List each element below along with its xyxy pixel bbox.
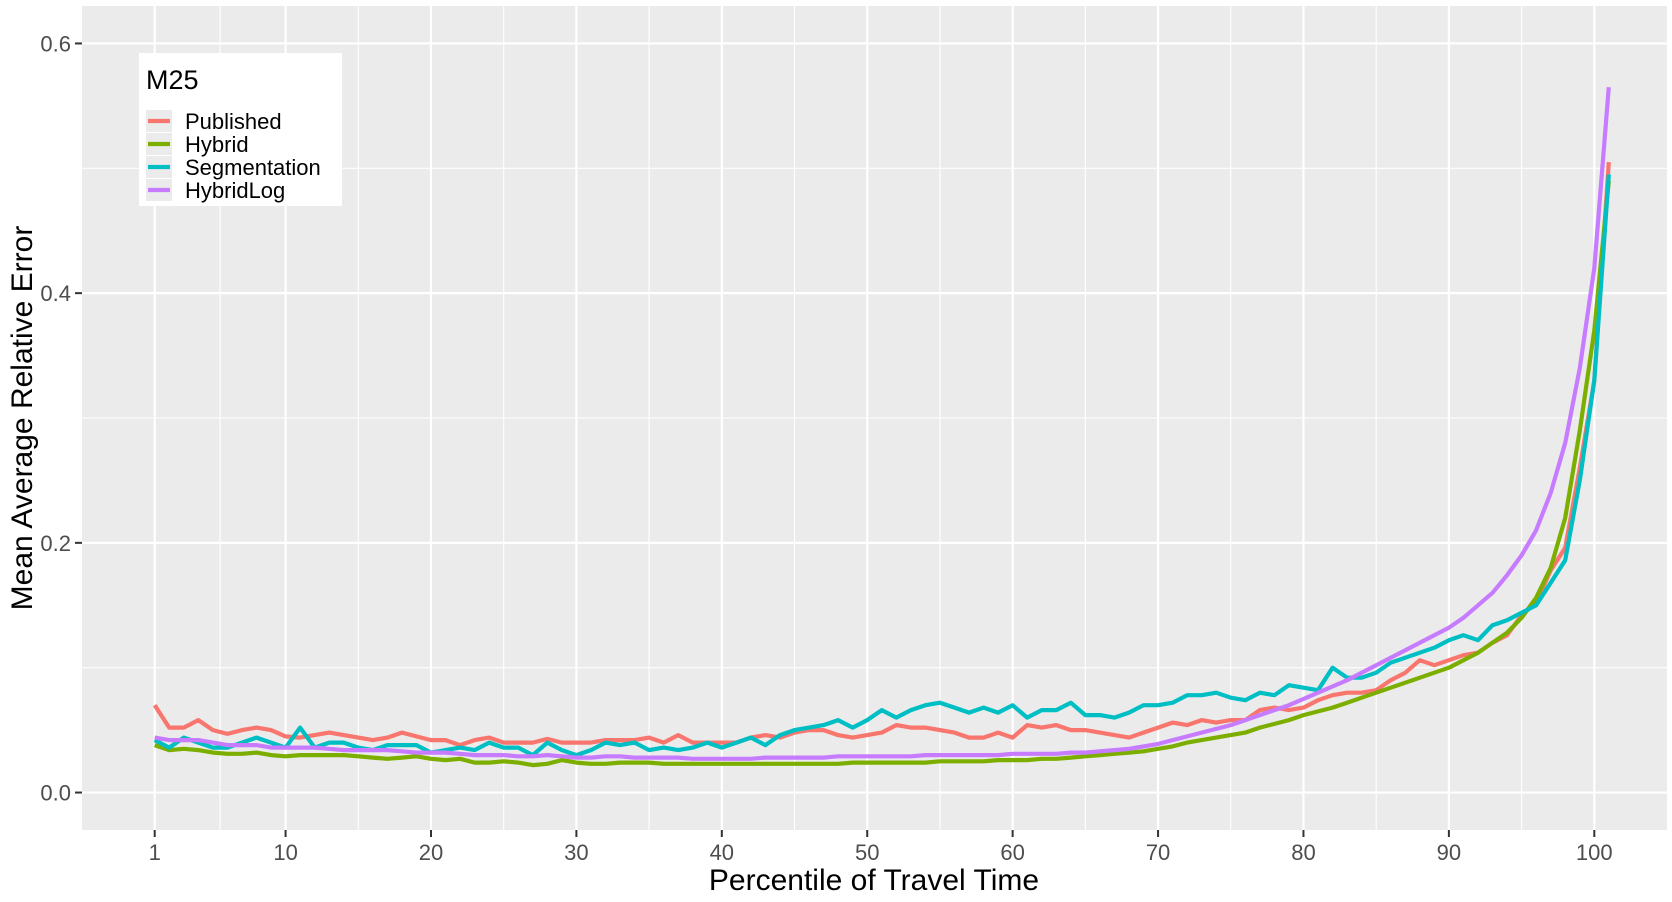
x-tick-label: 40	[710, 840, 734, 865]
axis-ticks	[75, 42, 1596, 837]
y-tick-label: 0.2	[40, 531, 71, 556]
x-tick-label: 60	[1000, 840, 1024, 865]
series-line-published	[152, 161, 1611, 748]
legend-item-published: Published	[146, 109, 282, 134]
series-line-hybrid	[154, 180, 1611, 768]
y-axis-title: Mean Average Relative Error	[6, 226, 39, 611]
legend-box	[139, 53, 342, 206]
legend-label: HybridLog	[185, 178, 285, 203]
x-axis-title: Percentile of Travel Time	[709, 864, 1039, 897]
x-tick-label: 50	[855, 840, 879, 865]
legend-item-hybrid: Hybrid	[146, 132, 249, 157]
x-tick-labels: 1 10 20 30 40 50 60 70 80 90 100	[149, 840, 1613, 865]
x-tick-label: 30	[564, 840, 588, 865]
legend-item-hybridlog: HybridLog	[146, 178, 285, 203]
y-tick-labels: 0.0 0.2 0.4 0.6	[40, 31, 71, 805]
legend-label: Published	[185, 109, 282, 134]
legend-item-segmentation: Segmentation	[146, 155, 321, 180]
legend-title: M25	[146, 65, 199, 95]
x-tick-label: 20	[419, 840, 443, 865]
x-tick-label: 80	[1291, 840, 1315, 865]
major-gridlines	[82, 6, 1667, 830]
series-lines	[152, 87, 1611, 768]
series-line-segmentation	[153, 174, 1611, 758]
x-tick-label: 10	[273, 840, 297, 865]
x-tick-label: 70	[1146, 840, 1170, 865]
x-tick-label: 100	[1576, 840, 1613, 865]
y-tick-label: 0.4	[40, 281, 71, 306]
x-tick-label: 90	[1437, 840, 1461, 865]
series-line-hybridlog	[154, 87, 1611, 761]
y-tick-label: 0.6	[40, 31, 71, 56]
x-tick-label: 1	[149, 840, 161, 865]
legend-label: Hybrid	[185, 132, 249, 157]
y-tick-label: 0.0	[40, 781, 71, 806]
legend-label: Segmentation	[185, 155, 321, 180]
minor-gridlines	[82, 6, 1667, 830]
